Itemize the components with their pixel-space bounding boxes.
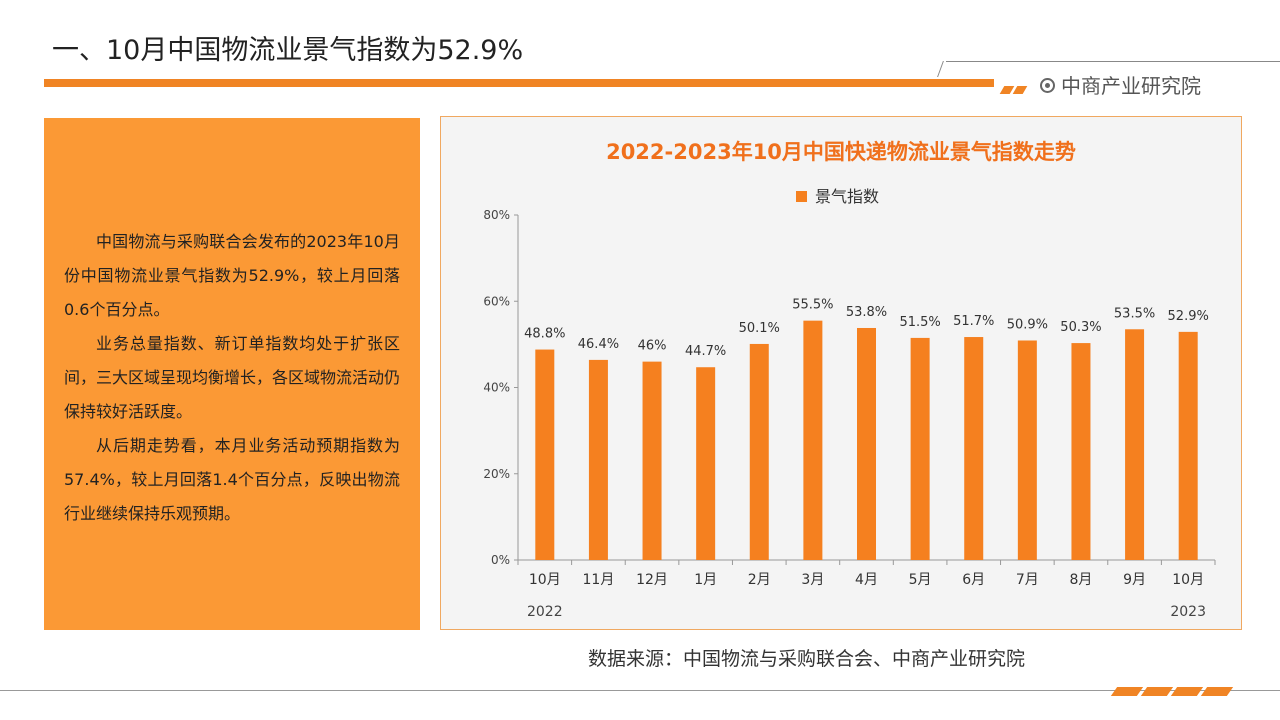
data-label: 44.7%: [685, 344, 726, 359]
footer-stripe: [1170, 687, 1204, 696]
bar: [642, 361, 662, 560]
x-tick-label: 9月: [1123, 572, 1146, 588]
header-stripes: [999, 79, 1028, 98]
year-label-end: 2023: [1170, 604, 1206, 620]
bar: [910, 337, 930, 560]
data-label: 50.1%: [739, 321, 780, 336]
x-tick-label: 11月: [583, 572, 615, 588]
data-label: 52.9%: [1168, 309, 1209, 324]
x-tick-label: 10月: [529, 572, 561, 588]
bar: [1178, 331, 1198, 560]
y-tick-label: 80%: [483, 208, 510, 222]
footer-stripe: [1200, 687, 1234, 696]
brand: 中商产业研究院: [1040, 70, 1201, 99]
x-tick-label: 1月: [694, 572, 717, 588]
year-label-start: 2022: [527, 604, 563, 620]
bar: [964, 337, 984, 560]
text-panel: 中国物流与采购联合会发布的2023年10月份中国物流业景气指数为52.9%，较上…: [44, 118, 420, 630]
header-stripe: [1012, 86, 1028, 94]
x-tick-label: 6月: [962, 572, 985, 588]
brand-name: 中商产业研究院: [1061, 74, 1201, 98]
data-label: 51.5%: [899, 315, 940, 330]
data-label: 46.4%: [578, 337, 619, 352]
x-tick-label: 5月: [909, 572, 932, 588]
header-accent-bar: [44, 79, 994, 87]
bar: [1071, 343, 1091, 560]
y-tick-label: 0%: [491, 553, 510, 567]
paragraph-1: 中国物流与采购联合会发布的2023年10月份中国物流业景气指数为52.9%，较上…: [64, 232, 400, 319]
y-tick-label: 20%: [483, 467, 510, 481]
x-tick-label: 3月: [801, 572, 824, 588]
bar: [1017, 340, 1037, 560]
data-label: 51.7%: [953, 314, 994, 329]
bar: [749, 343, 769, 560]
data-label: 46%: [638, 339, 667, 354]
paragraph-2: 业务总量指数、新订单指数均处于扩张区间，三大区域呈现均衡增长，各区域物流活动仍保…: [64, 334, 401, 421]
chart-title: 2022-2023年10月中国快递物流业景气指数走势: [606, 140, 1076, 164]
header-divider-line: [946, 61, 1280, 62]
bar: [1125, 329, 1145, 560]
bar: [588, 359, 608, 560]
brand-logo-icon: [1040, 78, 1055, 93]
x-tick-label: 4月: [855, 572, 878, 588]
data-label: 53.8%: [846, 305, 887, 320]
data-label: 50.9%: [1007, 317, 1048, 332]
bar: [535, 349, 555, 560]
legend-swatch: [796, 191, 807, 202]
x-tick-label: 12月: [636, 572, 668, 588]
footer-stripes: [1110, 681, 1234, 700]
paragraph-3: 从后期走势看，本月业务活动预期指数为57.4%，较上月回落1.4个百分点，反映出…: [64, 436, 400, 523]
bar: [857, 327, 876, 560]
data-label: 48.8%: [524, 327, 565, 342]
bar: [803, 320, 823, 560]
data-label: 55.5%: [792, 298, 833, 313]
bar: [696, 367, 716, 560]
x-tick-label: 8月: [1070, 572, 1093, 588]
data-label: 53.5%: [1114, 306, 1155, 321]
header-divider-slash: [937, 61, 944, 77]
data-source: 数据来源：中国物流与采购联合会、中商产业研究院: [588, 648, 1026, 670]
x-tick-label: 2月: [748, 572, 771, 588]
footer-stripe: [1140, 687, 1174, 696]
chart-panel: 2022-2023年10月中国快递物流业景气指数走势景气指数 0% 20% 40% 60…: [440, 116, 1242, 630]
x-tick-label: 10月: [1172, 572, 1204, 588]
y-tick-label: 60%: [483, 294, 510, 308]
y-tick-label: 40%: [483, 381, 510, 395]
data-label: 50.3%: [1060, 320, 1101, 335]
page-title: 一、10月中国物流业景气指数为52.9%: [52, 35, 524, 66]
footer-stripe: [1110, 687, 1144, 696]
footer-line: [0, 690, 1280, 691]
legend-label: 景气指数: [815, 187, 879, 206]
x-tick-label: 7月: [1016, 572, 1039, 588]
